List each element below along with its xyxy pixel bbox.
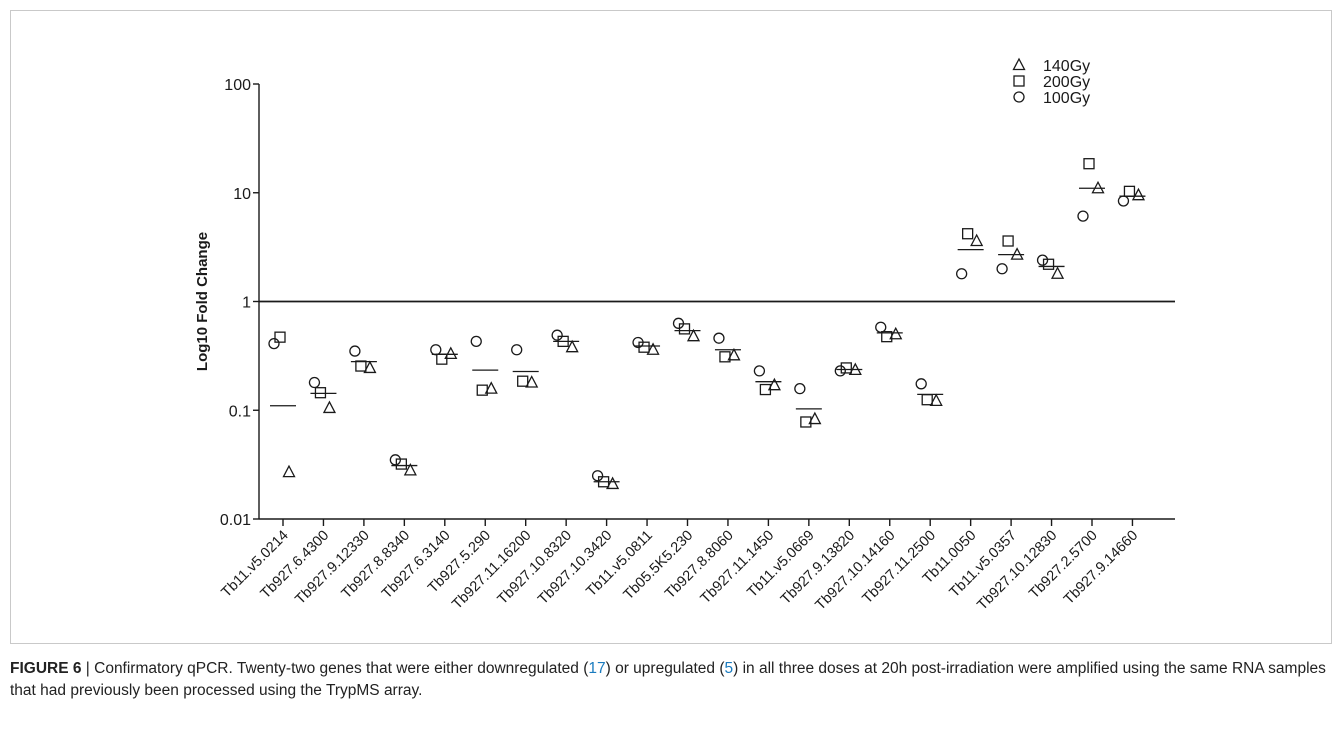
point-140Gy: [646, 342, 660, 355]
point-200Gy: [436, 353, 448, 365]
point-140Gy: [444, 346, 458, 360]
point-200Gy: [800, 416, 812, 428]
point-140Gy: [848, 362, 862, 376]
point-140Gy: [686, 328, 701, 342]
point-140Gy: [484, 381, 498, 394]
point-200Gy: [274, 331, 286, 343]
point-100Gy: [511, 344, 523, 356]
y-tick-label: 100: [224, 77, 251, 94]
figure-label: FIGURE 6: [10, 660, 82, 677]
caption-ref-5[interactable]: 5: [724, 660, 734, 677]
point-140Gy: [1091, 180, 1105, 194]
point-140Gy: [767, 377, 781, 391]
point-100Gy: [430, 344, 442, 356]
legend-marker-140Gy: [1012, 57, 1026, 71]
y-tick-label: 10: [233, 186, 251, 203]
caption-text-2: ) or upregulated (: [605, 660, 725, 677]
point-200Gy: [395, 458, 408, 470]
point-200Gy: [557, 335, 569, 348]
point-140Gy: [606, 476, 620, 490]
point-200Gy: [476, 384, 488, 396]
point-140Gy: [322, 400, 337, 414]
point-100Gy: [1077, 210, 1089, 222]
point-100Gy: [1036, 254, 1049, 266]
point-100Gy: [753, 365, 766, 377]
point-200Gy: [759, 383, 772, 396]
point-100Gy: [591, 470, 604, 482]
point-200Gy: [597, 476, 610, 488]
figure-caption: FIGURE 6 | Confirmatory qPCR. Twenty-two…: [10, 658, 1332, 702]
point-200Gy: [678, 323, 691, 335]
point-140Gy: [808, 411, 822, 425]
point-100Gy: [915, 378, 927, 390]
legend-label-100Gy: 100Gy: [1043, 90, 1090, 107]
figure-frame: 0.01 0.1 1 10 100 Log10 Fold Change Tb11.v5.02…: [10, 10, 1332, 644]
point-140Gy: [1131, 187, 1146, 201]
point-100Gy: [349, 345, 361, 357]
point-100Gy: [875, 321, 887, 333]
point-140Gy: [889, 326, 903, 340]
point-100Gy: [672, 317, 685, 329]
y-tick-label: 0.1: [229, 403, 251, 420]
point-200Gy: [962, 228, 974, 240]
caption-text-1: Confirmatory qPCR. Twenty-two genes that…: [94, 660, 589, 677]
point-140Gy: [565, 339, 579, 353]
point-100Gy: [268, 337, 280, 350]
point-100Gy: [834, 365, 846, 377]
point-100Gy: [713, 332, 725, 344]
point-140Gy: [363, 360, 377, 374]
point-200Gy: [881, 331, 893, 343]
legend-label-140Gy: 140Gy: [1043, 58, 1090, 75]
point-200Gy: [840, 362, 852, 374]
y-tick-label: 0.01: [220, 512, 251, 529]
point-200Gy: [1083, 158, 1095, 170]
point-140Gy: [1010, 247, 1024, 260]
point-140Gy: [970, 233, 984, 247]
point-200Gy: [1042, 258, 1055, 270]
point-100Gy: [956, 268, 968, 280]
point-100Gy: [794, 382, 806, 395]
caption-ref-17[interactable]: 17: [588, 660, 606, 677]
point-200Gy: [355, 360, 367, 372]
point-200Gy: [1002, 235, 1014, 247]
point-140Gy: [727, 347, 741, 361]
legend-marker-200Gy: [1013, 75, 1025, 87]
point-200Gy: [314, 387, 327, 399]
point-140Gy: [929, 393, 943, 407]
point-100Gy: [308, 376, 321, 389]
caption-text-3: ) in all three doses at 20h post-irradia…: [10, 660, 1326, 699]
point-100Gy: [470, 335, 482, 348]
point-100Gy: [1117, 195, 1130, 207]
point-100Gy: [551, 329, 563, 341]
legend-label-200Gy: 200Gy: [1043, 74, 1090, 91]
point-200Gy: [719, 351, 731, 363]
point-140Gy: [282, 464, 296, 478]
point-140Gy: [403, 462, 417, 476]
point-200Gy: [921, 394, 933, 406]
point-100Gy: [996, 263, 1008, 275]
point-200Gy: [517, 375, 529, 387]
x-tick-label: Tb927.9.14660: [1061, 528, 1141, 608]
y-tick-label: 1: [242, 295, 251, 312]
caption-separator: |: [81, 660, 95, 677]
point-200Gy: [1123, 185, 1136, 198]
point-100Gy: [632, 336, 644, 349]
point-100Gy: [389, 454, 402, 466]
legend-marker-100Gy: [1013, 91, 1025, 103]
y-axis-label: Log10 Fold Change: [194, 232, 211, 371]
point-140Gy: [1050, 266, 1065, 279]
point-140Gy: [525, 375, 539, 388]
